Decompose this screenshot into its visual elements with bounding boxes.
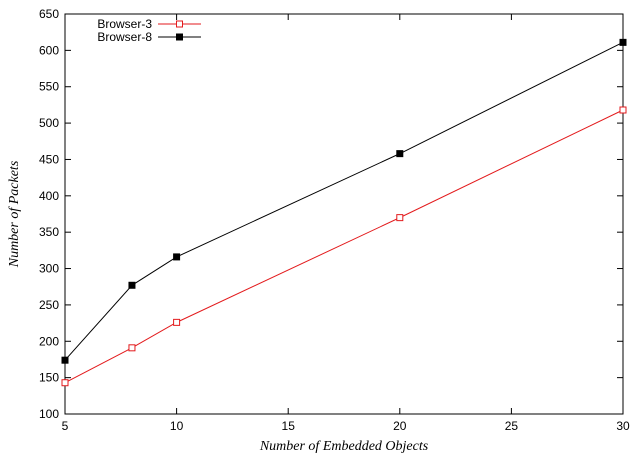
legend-marker [176,33,183,41]
data-series [61,38,627,387]
y-tick-label: 450 [39,152,59,166]
x-tick-label: 25 [505,419,519,433]
y-tick-label: 400 [39,189,59,203]
x-axis-title: Number of Embedded Objects [259,439,429,454]
y-tick-label: 200 [39,334,59,348]
y-tick-label: 350 [39,225,59,239]
y-tick-label: 550 [39,80,59,94]
y-tick-label: 650 [39,7,59,21]
series-line [64,109,624,384]
data-point-marker [173,253,181,261]
y-tick-label: 600 [39,43,59,57]
x-tick-label: 20 [393,419,407,433]
x-tick-label: 10 [170,419,184,433]
x-tick-label: 15 [282,419,296,433]
y-tick-label: 300 [39,262,59,276]
data-point-marker [61,379,69,387]
axis-ticks: 5 10 15 20 25 30 100 150 200 250 300 350 400 450 500 55… [39,7,630,433]
legend-label: Browser-3 [97,17,152,31]
data-point-marker [128,344,136,352]
x-tick-label: 5 [62,419,69,433]
x-tick-label: 30 [616,419,630,433]
data-point-marker [173,318,181,326]
data-point-marker [61,356,69,364]
y-axis-title: Number of Packets [7,160,22,268]
data-point-marker [128,281,136,289]
series-line [64,41,624,361]
y-tick-label: 100 [39,407,59,421]
data-point-marker [396,214,404,222]
data-point-marker [396,150,404,158]
legend-label: Browser-8 [97,30,152,44]
data-point-marker [619,38,627,46]
data-point-marker [619,106,627,114]
y-tick-label: 250 [39,298,59,312]
legend-marker [176,20,183,28]
plot-frame [64,13,624,415]
y-tick-label: 150 [39,371,59,385]
y-tick-label: 500 [39,116,59,130]
